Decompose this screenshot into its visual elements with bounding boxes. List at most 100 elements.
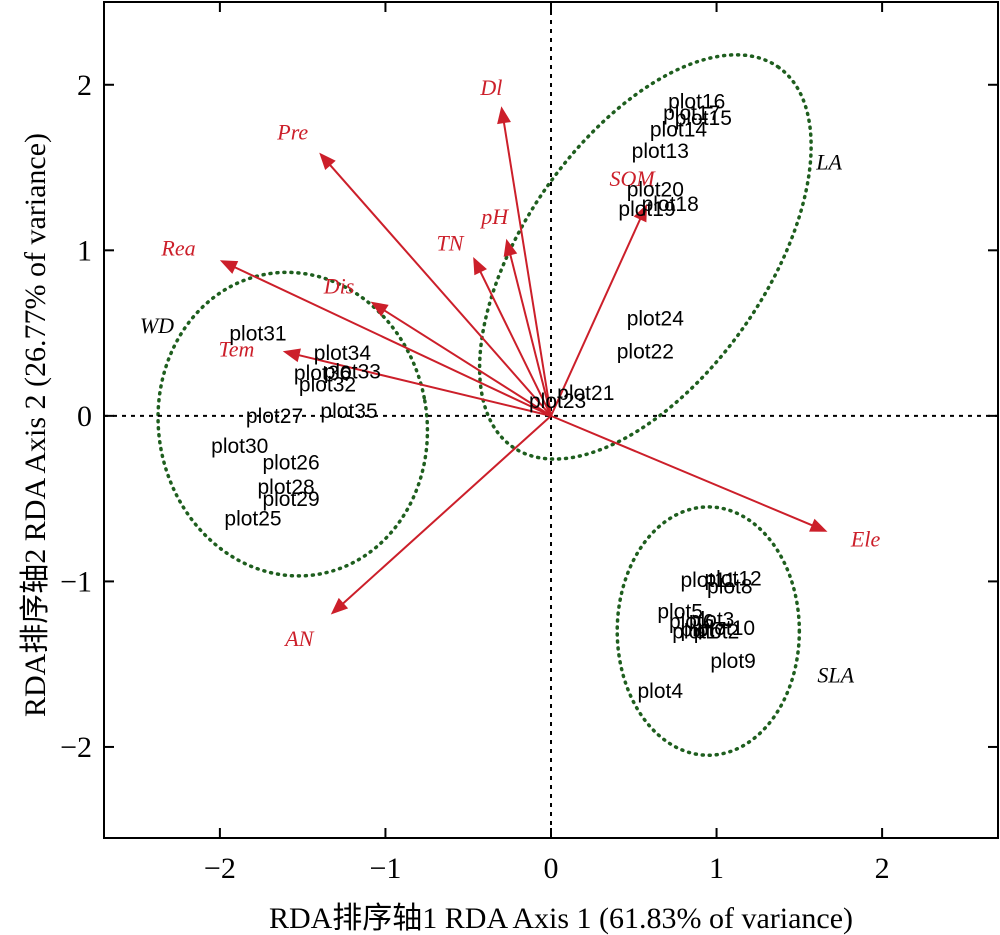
x-tick-label: 0 — [544, 852, 559, 885]
group-labels: LA WD SLA — [140, 149, 855, 687]
site-label: plot3 — [689, 609, 735, 632]
arrow-label: Dl — [479, 75, 502, 100]
arrow-ele: Ele — [550, 414, 881, 552]
site-label: plot4 — [637, 680, 683, 703]
site-label: plot2 — [694, 620, 740, 643]
arrow-label: Rea — [160, 235, 195, 260]
arrow-label: SOM — [610, 166, 657, 191]
site-label: plot13 — [632, 140, 689, 163]
site-label: plot17 — [663, 102, 720, 125]
site-label: plot36 — [294, 362, 351, 385]
arrow-head — [473, 256, 487, 276]
x-tick-label: −1 — [369, 852, 401, 885]
arrow-ph: pH — [479, 204, 552, 417]
site-label: plot18 — [642, 193, 699, 216]
y-tick-label: −1 — [60, 565, 92, 598]
arrow-head — [370, 301, 389, 317]
arrow-shaft — [328, 163, 552, 417]
y-axis-title: RDA排序轴2 RDA Axis 2 (26.77% of variance) — [19, 133, 52, 717]
site-label: plot32 — [299, 374, 356, 397]
site-label: plot33 — [324, 360, 381, 383]
site-label: plot30 — [211, 435, 268, 458]
arrow-dl: Dl — [479, 75, 552, 417]
site-label: plot5 — [657, 600, 703, 623]
group-label-sla: SLA — [817, 662, 854, 687]
arrow-tn: TN — [437, 230, 552, 417]
arrow-label: AN — [283, 626, 314, 651]
site-label: plot25 — [224, 508, 281, 531]
arrow-shaft — [382, 308, 552, 417]
arrow-rea: Rea — [160, 235, 552, 417]
arrow-head — [219, 260, 239, 274]
arrow-head — [330, 597, 349, 615]
x-tick-label: 1 — [709, 852, 724, 885]
plot-frame — [103, 1, 999, 839]
zero-lines — [104, 2, 998, 838]
x-tick-label: 2 — [875, 852, 890, 885]
site-label: plot14 — [650, 119, 708, 142]
site-label: plot10 — [698, 617, 755, 640]
group-ellipses — [156, 53, 813, 757]
site-label: plot15 — [675, 107, 732, 130]
environment-arrows: Dl Pre Rea Dis Tem TN pH SOM Ele AN — [160, 75, 880, 651]
arrow-shaft — [550, 217, 642, 417]
site-label: plot28 — [258, 476, 315, 499]
site-label: plot20 — [627, 178, 684, 201]
site-label: plot21 — [557, 382, 614, 405]
arrow-label: Ele — [850, 527, 881, 552]
arrow-head — [282, 348, 301, 363]
group-ellipse-la — [477, 53, 813, 461]
arrow-label: TN — [437, 230, 465, 255]
site-label: plot29 — [262, 488, 319, 511]
arrow-label: Pre — [276, 119, 308, 144]
arrow-shaft — [478, 269, 552, 417]
x-axis-title: RDA排序轴1 RDA Axis 1 (61.83% of variance) — [269, 902, 853, 935]
site-label: plot35 — [320, 400, 377, 423]
site-label: plot34 — [314, 342, 372, 365]
arrow-head — [319, 152, 336, 171]
arrow-head — [633, 203, 648, 223]
y-tick-label: −2 — [60, 731, 92, 764]
group-label-la: LA — [815, 149, 842, 174]
site-label: plot31 — [229, 322, 286, 345]
arrow-label: Dis — [323, 273, 355, 298]
site-label: plot24 — [627, 307, 685, 330]
site-label: plot19 — [618, 198, 675, 221]
arrow-dis: Dis — [323, 273, 552, 417]
site-label: plot26 — [262, 451, 319, 474]
arrow-head — [503, 238, 518, 257]
arrow-shaft — [297, 353, 552, 417]
arrow-shaft — [502, 120, 552, 417]
site-label: plot27 — [246, 405, 303, 428]
y-tick-label: 2 — [77, 69, 92, 102]
axis-ticks: −2 −1 0 1 2 −2 −1 0 1 2 — [60, 2, 998, 885]
site-label: plot23 — [529, 390, 586, 413]
y-tick-label: 1 — [77, 234, 92, 267]
site-label: plot22 — [617, 341, 674, 364]
group-label-wd: WD — [140, 313, 174, 338]
arrow-label: pH — [479, 204, 509, 229]
arrow-head — [809, 518, 828, 532]
arrow-head — [497, 106, 511, 125]
y-tick-label: 0 — [77, 400, 92, 433]
arrow-som: SOM — [550, 166, 657, 417]
site-label: plot16 — [668, 91, 725, 114]
x-tick-label: −2 — [204, 852, 236, 885]
site-label: plot6 — [669, 610, 715, 633]
arrow-shaft — [509, 253, 552, 417]
arrow-shaft — [233, 265, 552, 417]
site-label: plot11 — [680, 569, 736, 592]
arrow-shaft — [341, 415, 552, 606]
site-label: plot7 — [681, 619, 727, 642]
site-label: plot8 — [707, 576, 753, 599]
arrow-label: Tem — [219, 336, 255, 361]
arrow-an: AN — [283, 415, 552, 651]
arrow-pre: Pre — [276, 119, 552, 417]
site-label: plot9 — [710, 650, 756, 673]
arrow-tem: Tem — [219, 336, 552, 417]
arrow-shaft — [550, 414, 815, 527]
site-label: plot1 — [672, 620, 718, 643]
group-ellipse-wd — [156, 270, 430, 578]
